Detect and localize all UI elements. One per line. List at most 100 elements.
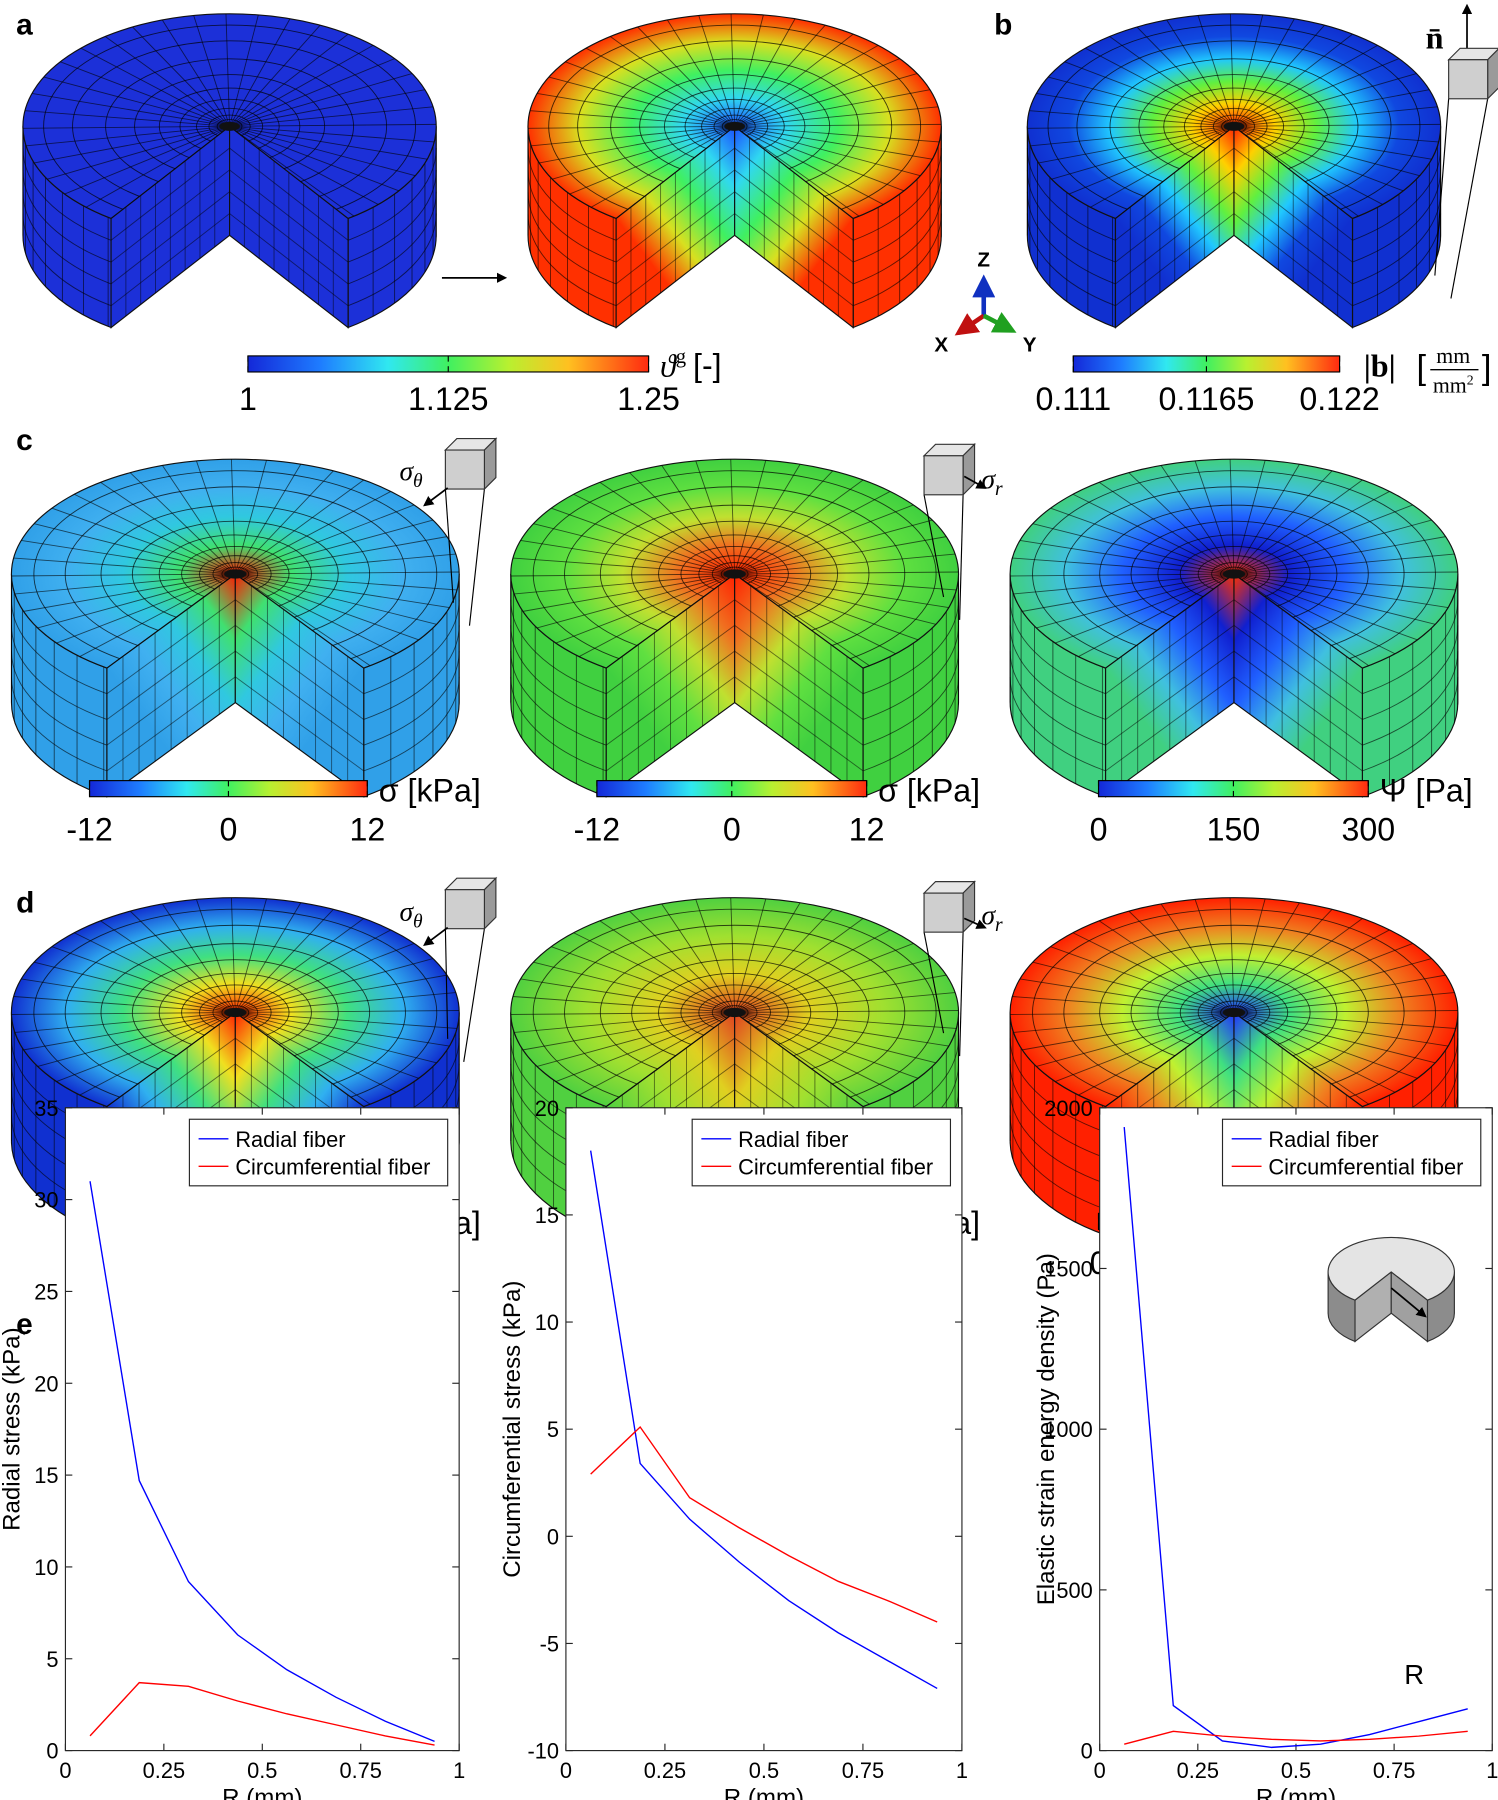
x-tick-label: 0 <box>1094 1758 1106 1783</box>
mesh-spoke <box>1136 26 1235 127</box>
mesh-spoke <box>1233 14 1264 127</box>
mesh-spoke <box>1233 553 1455 575</box>
mesh-ring <box>532 470 937 669</box>
mesh-spoke <box>734 1010 959 1013</box>
mesh-spoke <box>1233 573 1449 609</box>
mesh-spoke <box>1233 123 1441 127</box>
mesh-spoke <box>533 523 735 575</box>
mesh-spoke <box>578 573 735 657</box>
y-tick-label: 20 <box>34 1371 58 1396</box>
y-tick-label: 35 <box>34 1096 58 1121</box>
mesh-line <box>235 650 364 746</box>
x-tick-label: 0.25 <box>644 1758 686 1783</box>
plot-area <box>1099 1107 1493 1752</box>
series-line <box>1123 1126 1468 1749</box>
mesh-spoke <box>555 1012 735 1083</box>
mesh-spoke <box>1233 571 1458 575</box>
mesh-spoke <box>1233 24 1325 127</box>
mesh-spoke <box>1050 946 1235 1013</box>
center-hole <box>1222 1007 1246 1018</box>
mesh-line <box>853 213 942 307</box>
mesh-spoke <box>585 47 735 127</box>
mesh-line <box>1105 650 1235 746</box>
mesh-spoke <box>235 479 364 575</box>
mesh-spoke <box>51 946 236 1013</box>
mesh-spoke <box>1233 470 1333 575</box>
panel-label: b <box>994 8 1012 41</box>
mesh-spoke <box>1010 573 1234 577</box>
mesh-line <box>1026 148 1116 241</box>
stress-cube <box>922 880 976 1057</box>
mesh-spoke <box>520 539 735 575</box>
mesh-spoke <box>555 573 735 644</box>
mesh-spoke <box>661 903 736 1013</box>
mesh-spoke <box>734 470 834 575</box>
mesh-line <box>1362 676 1459 772</box>
colorbar-tick-label: 12 <box>849 811 885 847</box>
mesh-spoke <box>734 958 933 1013</box>
stress-subscript: θ <box>413 912 423 933</box>
mesh-spoke <box>734 125 921 177</box>
series-line <box>590 1425 938 1623</box>
inset-arrow <box>1390 1287 1427 1318</box>
mesh-line <box>106 676 236 772</box>
mesh-spoke <box>552 125 735 180</box>
panel-label: c <box>16 424 33 457</box>
mesh-spoke <box>234 898 267 1013</box>
colorbar-tick-label: 300 <box>1341 811 1395 847</box>
mesh-spoke <box>1032 523 1235 575</box>
mesh-line <box>527 148 617 241</box>
mesh-spoke <box>1038 125 1235 164</box>
mesh-spoke <box>551 507 735 575</box>
colorbar-tick-label: 1.125 <box>408 381 488 417</box>
mesh-line <box>510 651 607 746</box>
center-hole <box>723 569 746 579</box>
mesh-line <box>1233 191 1353 285</box>
panel-label: e <box>16 1308 33 1341</box>
mesh-spoke <box>79 1012 236 1096</box>
mesh-spoke <box>1229 459 1235 575</box>
mesh-spoke <box>235 942 415 1013</box>
mesh-spoke <box>1233 125 1439 143</box>
mesh-spoke <box>1233 504 1413 575</box>
leader-line <box>923 494 945 598</box>
mesh-spoke <box>234 460 267 575</box>
mesh-spoke <box>1233 1012 1418 1079</box>
mesh-spoke <box>522 1012 735 1051</box>
mesh-line <box>1352 148 1442 241</box>
mesh-spoke <box>533 961 735 1013</box>
mesh-spoke <box>730 13 736 127</box>
stress-cube <box>443 437 498 626</box>
x-tick-label: 0 <box>560 1758 572 1783</box>
mesh-spoke <box>734 1012 896 1093</box>
mesh-line <box>734 147 854 241</box>
stress-symbol: σ <box>981 899 996 930</box>
label-symbol: ϑ <box>660 348 678 384</box>
mesh-spoke <box>14 573 236 595</box>
mesh-spoke <box>573 493 735 575</box>
mesh-spoke <box>578 1012 735 1096</box>
mesh-line <box>1105 625 1235 720</box>
mesh-spoke <box>1036 573 1235 629</box>
mesh-line <box>106 599 236 695</box>
mesh-spoke <box>229 125 416 177</box>
mesh-spoke <box>1072 932 1235 1013</box>
mesh-line <box>615 213 735 307</box>
mesh-spoke <box>734 33 854 127</box>
mesh-line <box>1026 213 1116 307</box>
mesh-spoke <box>1233 73 1417 127</box>
mesh-spoke <box>235 573 437 625</box>
mesh-spoke <box>1068 125 1235 195</box>
x-axis-label: R (mm) <box>222 1785 302 1800</box>
mesh-spoke <box>734 14 764 127</box>
inset-top <box>1327 1236 1455 1301</box>
mesh-line <box>1233 147 1353 241</box>
mesh-line <box>110 191 230 285</box>
mesh-spoke <box>1050 507 1235 575</box>
colorbar-tick-label: 0.122 <box>1299 381 1379 417</box>
mesh-line <box>1009 676 1106 772</box>
mesh-spoke <box>1233 573 1456 591</box>
mesh-spoke <box>229 125 435 143</box>
mesh-spoke <box>1233 58 1400 127</box>
